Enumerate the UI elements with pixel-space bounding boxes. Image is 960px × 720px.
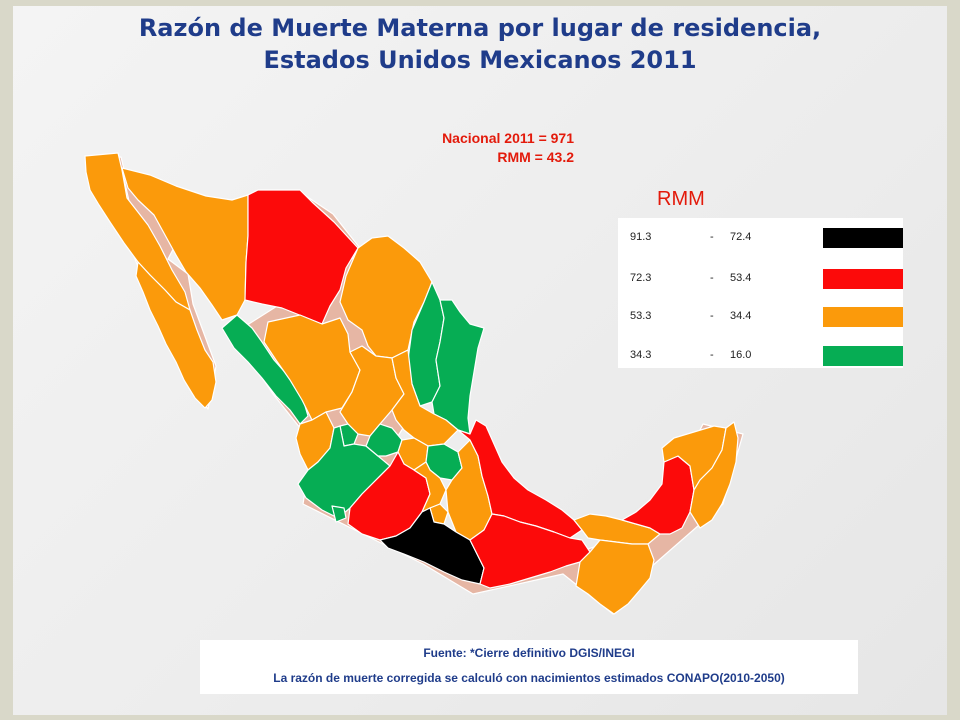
legend-swatch-black xyxy=(823,228,903,248)
source-line: Fuente: *Cierre definitivo DGIS/INEGI xyxy=(423,646,635,660)
legend-low-value: 72.4 xyxy=(730,231,752,243)
legend-separator: - xyxy=(710,231,714,243)
title-line-1: Razón de Muerte Materna por lugar de res… xyxy=(138,14,822,42)
legend-separator: - xyxy=(710,310,714,322)
page-title: Razón de Muerte Materna por lugar de res… xyxy=(0,12,960,76)
legend-high-value: 53.3 xyxy=(630,310,652,322)
state-chihuahua xyxy=(244,189,359,325)
state-chiapas xyxy=(575,539,655,615)
legend-separator: - xyxy=(710,349,714,361)
national-rmm-text: RMM = 43.2 xyxy=(497,149,574,165)
legend-title: RMM xyxy=(657,188,705,210)
national-summary: Nacional 2011 = 971 RMM = 43.2 xyxy=(360,129,574,167)
state-jalisco xyxy=(297,425,391,519)
source-note-box: Fuente: *Cierre definitivo DGIS/INEGI La… xyxy=(200,640,858,694)
legend-swatch-red xyxy=(823,269,903,289)
state-baja-california-sur xyxy=(135,261,217,409)
legend-low-value: 34.4 xyxy=(730,310,752,322)
state-tabasco xyxy=(573,513,661,545)
state-campeche xyxy=(621,455,695,535)
legend-row: 34.3 - 16.0 xyxy=(618,346,903,366)
legend-low-value: 16.0 xyxy=(730,349,752,361)
state-sonora xyxy=(121,167,249,321)
legend-separator: - xyxy=(710,272,714,284)
state-quintana-roo xyxy=(689,421,739,529)
legend-row: 91.3 - 72.4 xyxy=(618,228,903,248)
legend-low-value: 53.4 xyxy=(730,272,752,284)
legend-swatch-green xyxy=(823,346,903,366)
legend-high-value: 34.3 xyxy=(630,349,652,361)
national-births-text: Nacional 2011 = 971 xyxy=(442,130,574,146)
legend-swatch-orange xyxy=(823,307,903,327)
legend-row: 53.3 - 34.4 xyxy=(618,307,903,327)
legend-high-value: 91.3 xyxy=(630,231,652,243)
methodology-note: La razón de muerte corregida se calculó … xyxy=(273,671,785,685)
state-colima xyxy=(331,505,347,523)
legend-high-value: 72.3 xyxy=(630,272,652,284)
state-sinaloa xyxy=(221,314,309,425)
legend-table: 91.3 - 72.4 72.3 - 53.4 53.3 - 34.4 34.3… xyxy=(618,218,903,368)
legend-row: 72.3 - 53.4 xyxy=(618,269,903,289)
title-line-2: Estados Unidos Mexicanos 2011 xyxy=(263,46,697,74)
